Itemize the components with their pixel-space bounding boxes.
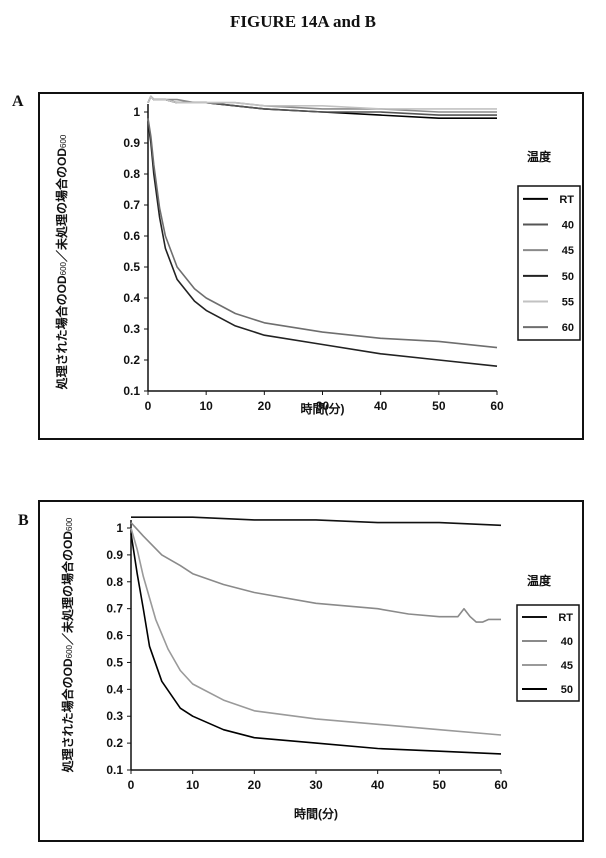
panel-letter-b: B xyxy=(18,512,29,529)
panel-b-frame xyxy=(38,500,584,842)
chart-b-series-line-50 xyxy=(130,533,502,755)
chart-a-x-tick-label: 30 xyxy=(316,399,330,413)
chart-b-legend-label: 40 xyxy=(561,636,573,648)
chart-a-y-tick-label: 0.8 xyxy=(123,167,140,181)
chart-b-x-tick-label: 0 xyxy=(128,778,135,792)
chart-b-x-axis-label: 時間(分) xyxy=(294,806,338,821)
chart-b-series-line-rt xyxy=(131,516,502,527)
chart-b-x-tick-label: 20 xyxy=(248,778,262,792)
chart-b-y-tick-label: 0.6 xyxy=(106,629,123,643)
chart-b-y-tick-label: 0.5 xyxy=(106,655,123,669)
chart-a-y-axis-label: 処理された場合のOD600／未処理の場合のOD600 xyxy=(54,134,69,390)
chart-b-y-tick-label: 0.8 xyxy=(106,575,123,589)
chart-a-legend-label: 50 xyxy=(562,271,574,283)
chart-a-x-tick-label: 40 xyxy=(374,399,388,413)
chart-a-y-tick-label: 0.1 xyxy=(123,384,140,398)
chart-b-y-tick-label: 0.9 xyxy=(106,548,123,562)
chart-a-legend-label: 55 xyxy=(562,297,574,309)
chart-b-y-tick-label: 0.3 xyxy=(106,709,123,723)
chart-a-y-tick-label: 0.9 xyxy=(123,136,140,150)
chart-a-y-tick-label: 0.4 xyxy=(123,291,140,305)
chart-b-x-tick-label: 60 xyxy=(494,778,508,792)
chart-a-x-axis-label: 時間(分) xyxy=(301,401,345,416)
panel-a-frame xyxy=(38,92,584,440)
chart-a-y-tick-label: 1 xyxy=(133,105,140,119)
chart-a-x-tick-label: 0 xyxy=(145,399,152,413)
figure-title: FIGURE 14A and B xyxy=(230,12,376,31)
chart-b-x-tick-label: 50 xyxy=(433,778,447,792)
chart-b-series-line-45 xyxy=(130,527,502,736)
chart-a-legend-label: 60 xyxy=(562,322,574,334)
chart-a-legend-box xyxy=(517,185,581,341)
chart-b-x-tick-label: 30 xyxy=(309,778,323,792)
chart-b-y-tick-label: 0.2 xyxy=(106,736,123,750)
chart-a-y-tick-label: 0.3 xyxy=(123,322,140,336)
chart-b-legend-label: 45 xyxy=(561,660,573,672)
chart-a-x-tick-label: 50 xyxy=(432,399,446,413)
chart-b-series-line-40 xyxy=(130,522,501,623)
chart-b-x-tick-label: 40 xyxy=(371,778,385,792)
chart-a-legend-label: RT xyxy=(559,194,574,206)
panel-letter-a: A xyxy=(12,93,24,110)
chart-b-legend-label: 50 xyxy=(561,684,573,696)
chart-b-y-tick-label: 0.4 xyxy=(106,682,123,696)
chart-b-y-tick-label: 1 xyxy=(116,521,123,535)
chart-b-legend-box xyxy=(516,604,580,702)
chart-b-y-tick-label: 0.7 xyxy=(106,602,123,616)
chart-a-x-tick-label: 20 xyxy=(258,399,272,413)
chart-a-x-tick-label: 60 xyxy=(490,399,504,413)
chart-a-series-line-50 xyxy=(147,121,498,367)
chart-a-legend-label: 45 xyxy=(562,245,574,257)
chart-b-legend-label: RT xyxy=(558,612,573,624)
chart-a-legend-title: 温度 xyxy=(527,149,552,164)
chart-a-y-tick-label: 0.2 xyxy=(123,353,140,367)
chart-a-y-tick-label: 0.7 xyxy=(123,198,140,212)
chart-b-y-axis-label: 処理された場合のOD600／未処理の場合のOD600 xyxy=(60,517,75,773)
chart-a-y-tick-label: 0.5 xyxy=(123,260,140,274)
chart-a-legend-label: 40 xyxy=(562,220,574,232)
chart-a-series-line-55 xyxy=(147,95,497,110)
chart-b-y-tick-label: 0.1 xyxy=(106,763,123,777)
chart-b-x-tick-label: 10 xyxy=(186,778,200,792)
chart-a-series-line-60 xyxy=(147,118,498,349)
chart-a-x-tick-label: 10 xyxy=(199,399,213,413)
chart-b-legend-title: 温度 xyxy=(527,573,552,588)
chart-a-y-tick-label: 0.6 xyxy=(123,229,140,243)
